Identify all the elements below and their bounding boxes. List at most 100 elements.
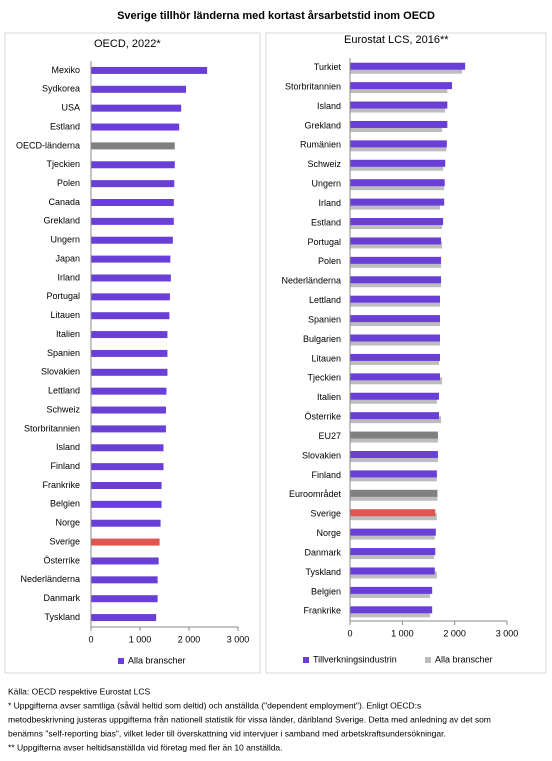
bar bbox=[91, 500, 162, 508]
y-tick-label: Grekland bbox=[304, 120, 341, 130]
bar bbox=[350, 373, 441, 381]
y-tick-label: Finland bbox=[311, 470, 341, 480]
bar bbox=[350, 412, 439, 420]
panel-subtitle: OECD, 2022* bbox=[94, 38, 161, 50]
bar bbox=[350, 528, 436, 536]
legend-label: Tillverkningsindustrin bbox=[313, 654, 397, 664]
bar bbox=[350, 454, 438, 462]
y-tick-label: Norge bbox=[55, 518, 80, 528]
bar bbox=[91, 236, 173, 244]
y-tick-label: Belgien bbox=[311, 586, 341, 596]
bar bbox=[350, 299, 441, 307]
bar bbox=[91, 368, 168, 376]
y-tick-label: Canada bbox=[48, 197, 80, 207]
panel-frame bbox=[4, 32, 261, 674]
y-tick-label: Estland bbox=[311, 217, 341, 227]
bar bbox=[350, 353, 441, 361]
x-tick-label: 3 000 bbox=[227, 634, 250, 644]
bar bbox=[350, 470, 437, 478]
bar bbox=[91, 406, 166, 414]
bar bbox=[350, 571, 437, 579]
y-tick-label: Sydkorea bbox=[42, 84, 80, 94]
bar bbox=[350, 202, 441, 210]
bar bbox=[91, 519, 161, 527]
bar bbox=[350, 120, 448, 128]
bar bbox=[91, 104, 182, 112]
bar bbox=[350, 586, 433, 594]
bar bbox=[350, 62, 466, 70]
bar bbox=[350, 552, 435, 560]
bar bbox=[350, 222, 443, 230]
x-tick-label: 1 000 bbox=[391, 628, 414, 638]
y-tick-label: Turkiet bbox=[314, 62, 342, 72]
y-tick-label: Portugal bbox=[307, 237, 341, 247]
bar bbox=[91, 463, 164, 471]
y-tick-label: Sverige bbox=[49, 536, 80, 546]
footnote: metodbeskrivning justeras uppgifterna fr… bbox=[8, 714, 491, 724]
bar bbox=[91, 312, 170, 320]
y-tick-label: USA bbox=[61, 103, 80, 113]
bar bbox=[350, 338, 441, 346]
bar bbox=[350, 101, 448, 109]
bar bbox=[91, 595, 158, 603]
y-tick-label: Lettland bbox=[48, 386, 80, 396]
y-tick-label: Tyskland bbox=[44, 612, 80, 622]
bar bbox=[350, 513, 437, 521]
bar bbox=[91, 538, 160, 546]
bar bbox=[91, 85, 187, 93]
bar bbox=[91, 66, 208, 74]
bar bbox=[91, 255, 171, 263]
y-tick-label: Schweiz bbox=[46, 404, 80, 414]
footnote: Källa: OECD respektive Eurostat LCS bbox=[8, 686, 151, 696]
bar bbox=[350, 396, 437, 404]
y-tick-label: Ungern bbox=[311, 179, 341, 189]
y-tick-label: Belgien bbox=[50, 499, 80, 509]
y-tick-label: Danmark bbox=[304, 547, 341, 557]
y-tick-label: Ungern bbox=[50, 235, 80, 245]
y-tick-label: Frankrike bbox=[303, 606, 341, 616]
y-tick-label: EU27 bbox=[318, 431, 341, 441]
y-tick-label: Tjeckien bbox=[307, 373, 341, 383]
bar bbox=[350, 606, 433, 614]
footnote: ** Uppgifterna avser heltidsanställda vi… bbox=[8, 742, 283, 752]
bar bbox=[91, 331, 168, 339]
y-tick-label: Bulgarien bbox=[303, 334, 341, 344]
bar bbox=[350, 450, 438, 458]
y-tick-label: Österrike bbox=[304, 412, 341, 422]
legend-swatch bbox=[303, 657, 309, 663]
bar bbox=[350, 489, 438, 497]
bar bbox=[91, 217, 174, 225]
y-tick-label: Estland bbox=[50, 121, 80, 131]
bar bbox=[350, 159, 446, 167]
bar bbox=[350, 124, 443, 132]
bar bbox=[91, 293, 170, 301]
y-tick-label: Japan bbox=[55, 253, 80, 263]
y-tick-label: Nederländerna bbox=[20, 574, 80, 584]
bar bbox=[350, 66, 462, 74]
x-tick-label: 0 bbox=[88, 634, 93, 644]
y-tick-label: Storbritannien bbox=[24, 423, 80, 433]
y-tick-label: Irland bbox=[318, 198, 341, 208]
y-tick-label: Tjeckien bbox=[46, 159, 80, 169]
bar bbox=[350, 334, 441, 342]
footnote: benämns "self-reporting bias", vilket le… bbox=[8, 728, 446, 738]
bar bbox=[91, 576, 158, 584]
y-tick-label: Island bbox=[317, 101, 341, 111]
y-tick-label: Österrike bbox=[43, 555, 80, 565]
y-tick-label: Spanien bbox=[47, 348, 80, 358]
bar bbox=[350, 532, 435, 540]
y-tick-label: Danmark bbox=[43, 593, 80, 603]
bar bbox=[350, 377, 443, 385]
bar bbox=[350, 392, 439, 400]
bar bbox=[350, 319, 441, 327]
bar bbox=[350, 86, 448, 94]
bar bbox=[91, 161, 175, 169]
bar bbox=[91, 557, 159, 565]
legend-label: Alla branscher bbox=[435, 654, 493, 664]
y-tick-label: Tyskland bbox=[305, 567, 341, 577]
bar bbox=[350, 590, 431, 598]
bar bbox=[350, 280, 442, 288]
y-tick-label: Nederländerna bbox=[281, 276, 341, 286]
bar bbox=[91, 425, 166, 433]
